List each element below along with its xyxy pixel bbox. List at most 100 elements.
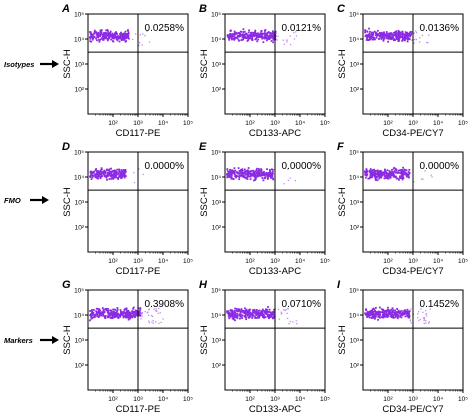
event-dot: [101, 33, 104, 36]
panel-letter: H: [199, 279, 208, 291]
event-dot: [131, 310, 134, 312]
event-dot: [234, 307, 237, 310]
event-dot: [263, 314, 265, 317]
y-axis-title: SSC-H: [62, 187, 73, 217]
event-dot: [385, 177, 388, 179]
event-dot: [406, 314, 409, 317]
event-dot: [129, 317, 132, 319]
event-dot: [118, 40, 121, 43]
event-dot: [402, 170, 404, 173]
event-dot: [92, 33, 95, 36]
x-tick-label: 10⁵: [183, 120, 193, 127]
event-dot: [90, 317, 93, 320]
sparse-event-dot: [283, 183, 285, 185]
event-dot: [114, 36, 117, 38]
event-dot: [117, 172, 120, 175]
event-dot: [397, 33, 399, 36]
row-label-text: Markers: [4, 336, 33, 345]
sparse-event-dot: [287, 307, 289, 310]
event-dot: [404, 31, 407, 34]
event-dot: [377, 313, 380, 316]
event-dot: [104, 175, 107, 178]
event-dot: [382, 172, 385, 174]
event-dot: [269, 316, 272, 319]
event-dot: [109, 35, 111, 38]
event-dot: [114, 313, 117, 316]
event-dot: [268, 36, 270, 39]
event-dot: [245, 313, 247, 316]
event-dot: [131, 312, 134, 315]
event-dot: [254, 317, 257, 319]
sparse-event-dot: [410, 322, 412, 324]
event-dot: [241, 168, 244, 171]
sparse-event-dot: [415, 30, 417, 32]
event-dot: [267, 31, 270, 33]
event-dot: [262, 41, 265, 44]
event-dot: [233, 173, 236, 176]
event-dot: [252, 34, 255, 36]
event-dot: [405, 33, 407, 35]
event-dot: [234, 36, 237, 39]
x-tick-label: 10²: [108, 120, 118, 127]
event-dot: [96, 315, 99, 317]
event-dot: [242, 28, 245, 31]
y-tick-label: 10⁴: [74, 175, 84, 182]
event-dot: [249, 175, 252, 178]
event-dot: [247, 31, 250, 34]
event-dot: [264, 29, 267, 31]
sparse-event-dot: [151, 321, 153, 323]
event-dot: [383, 38, 385, 41]
event-dot: [244, 307, 246, 310]
y-axis-title: SSC-H: [199, 187, 210, 217]
panel-f: F0.0000%10² 10³ 10⁴ 10⁵10⁵10⁴10³10²CD34-PE/…: [337, 141, 468, 277]
y-tick-label: 10⁵: [211, 12, 221, 19]
event-dot: [245, 309, 247, 312]
event-dot: [244, 312, 247, 314]
event-dot: [115, 174, 118, 177]
y-tick-label: 10⁵: [211, 288, 221, 295]
event-dot: [408, 310, 411, 313]
x-axis-title: CD34-PE/CY7: [382, 404, 443, 412]
event-dot: [387, 37, 390, 40]
event-dot: [132, 307, 134, 310]
event-dot: [397, 40, 400, 42]
event-dot: [246, 36, 249, 38]
event-dot: [392, 315, 394, 318]
event-dot: [255, 309, 258, 311]
event-dot: [387, 315, 389, 318]
event-dot: [382, 316, 385, 319]
sparse-event-dot: [146, 312, 148, 314]
event-dot: [97, 35, 99, 38]
event-dot: [123, 32, 126, 35]
event-dot: [383, 310, 386, 313]
event-dot: [249, 32, 252, 35]
event-cloud: [89, 167, 144, 184]
event-dot: [98, 312, 101, 314]
event-dot: [408, 38, 410, 41]
event-dot: [394, 316, 397, 319]
sparse-event-dot: [159, 312, 161, 314]
event-dot: [404, 37, 406, 40]
sparse-event-dot: [153, 308, 155, 310]
event-dot: [118, 36, 120, 38]
event-dot: [125, 307, 128, 310]
event-dot: [391, 313, 393, 316]
event-dot: [259, 314, 262, 317]
event-dot: [116, 171, 118, 173]
x-axis-title: CD34-PE/CY7: [382, 266, 443, 277]
event-dot: [230, 35, 233, 37]
event-dot: [385, 173, 388, 176]
event-dot: [400, 310, 403, 312]
event-dot: [364, 173, 367, 176]
event-dot: [269, 32, 272, 34]
event-dot: [405, 35, 408, 37]
event-dot: [126, 29, 129, 32]
event-dot: [365, 168, 368, 170]
event-dot: [100, 311, 103, 314]
event-dot: [264, 176, 267, 178]
event-dot: [380, 311, 383, 314]
sparse-event-dot: [148, 321, 150, 324]
panel-i: I0.1452%10² 10³ 10⁴ 10⁵10⁵10⁴10³10²CD34-PE/…: [337, 279, 468, 412]
event-dot: [271, 170, 274, 173]
sparse-event-dot: [135, 33, 137, 35]
